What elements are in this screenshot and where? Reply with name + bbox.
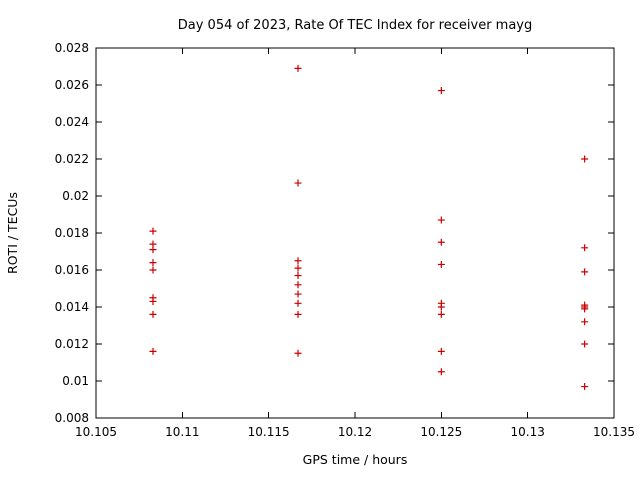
data-point-marker bbox=[294, 281, 302, 289]
plot-border bbox=[95, 47, 615, 419]
data-point-marker bbox=[294, 179, 302, 187]
y-tick-label: 0.028 bbox=[55, 41, 89, 55]
data-points bbox=[149, 64, 589, 391]
data-point-marker bbox=[581, 244, 589, 252]
data-point-marker bbox=[149, 310, 157, 318]
x-tick-label: 10.125 bbox=[420, 425, 462, 439]
y-tick-label: 0.022 bbox=[55, 152, 89, 166]
data-point-marker bbox=[437, 87, 445, 95]
chart-title: Day 054 of 2023, Rate Of TEC Index for r… bbox=[178, 18, 533, 33]
data-point-marker bbox=[437, 260, 445, 268]
data-point-marker bbox=[581, 268, 589, 276]
data-point-marker bbox=[294, 290, 302, 298]
data-point-marker bbox=[149, 347, 157, 355]
x-tick-label: 10.105 bbox=[75, 425, 117, 439]
data-point-marker bbox=[149, 259, 157, 267]
data-point-marker bbox=[581, 318, 589, 326]
data-point-marker bbox=[581, 305, 589, 313]
x-axis-label: GPS time / hours bbox=[303, 452, 408, 467]
x-tick-label: 10.115 bbox=[248, 425, 290, 439]
data-point-marker bbox=[581, 155, 589, 163]
x-tick-label: 10.135 bbox=[593, 425, 635, 439]
y-tick-label: 0.02 bbox=[62, 189, 89, 203]
data-point-marker bbox=[581, 383, 589, 391]
data-point-marker bbox=[437, 238, 445, 246]
y-tick-label: 0.026 bbox=[55, 78, 89, 92]
data-point-marker bbox=[294, 64, 302, 72]
y-tick-label: 0.014 bbox=[55, 300, 89, 314]
data-point-marker bbox=[294, 299, 302, 307]
data-point-marker bbox=[437, 368, 445, 376]
y-tick-label: 0.01 bbox=[62, 374, 89, 388]
data-point-marker bbox=[581, 340, 589, 348]
data-point-marker bbox=[294, 272, 302, 280]
data-point-marker bbox=[149, 227, 157, 235]
y-tick-label: 0.008 bbox=[55, 411, 89, 425]
data-point-marker bbox=[294, 310, 302, 318]
data-point-marker bbox=[437, 303, 445, 311]
x-tick-label: 10.12 bbox=[338, 425, 372, 439]
y-tick-label: 0.018 bbox=[55, 226, 89, 240]
y-tick-label: 0.024 bbox=[55, 115, 89, 129]
data-point-marker bbox=[294, 349, 302, 357]
data-point-marker bbox=[437, 310, 445, 318]
data-point-marker bbox=[149, 297, 157, 305]
x-tick-label: 10.11 bbox=[165, 425, 199, 439]
data-point-marker bbox=[149, 266, 157, 274]
data-point-marker bbox=[437, 347, 445, 355]
y-tick-label: 0.016 bbox=[55, 263, 89, 277]
data-point-marker bbox=[149, 246, 157, 254]
data-point-marker bbox=[294, 264, 302, 272]
data-point-marker bbox=[294, 257, 302, 265]
plot-frame: 10.105 10.11 10.115 10.12 10.125 10.13 10.135 0… bbox=[55, 41, 635, 439]
data-point-marker bbox=[437, 216, 445, 224]
y-tick-label: 0.012 bbox=[55, 337, 89, 351]
y-axis-label: ROTI / TECUs bbox=[5, 192, 20, 274]
x-tick-label: 10.13 bbox=[510, 425, 544, 439]
